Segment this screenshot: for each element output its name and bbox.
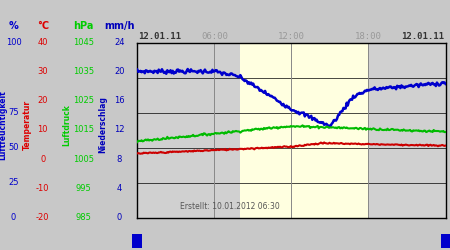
Text: Niederschlag: Niederschlag: [98, 96, 107, 154]
Text: °C: °C: [37, 21, 49, 31]
Text: 40: 40: [37, 38, 48, 47]
Text: 1035: 1035: [73, 67, 94, 76]
Text: 06:00: 06:00: [201, 32, 228, 41]
Bar: [240, 42, 369, 218]
Text: 1005: 1005: [73, 155, 94, 164]
Text: 18:00: 18:00: [355, 32, 382, 41]
Text: 0: 0: [11, 213, 16, 222]
Text: 4: 4: [117, 184, 122, 193]
Text: 12.01.11: 12.01.11: [138, 32, 181, 41]
Text: 20: 20: [37, 96, 48, 105]
Text: %: %: [9, 21, 18, 31]
Text: Erstellt: 10.01.2012 06:30: Erstellt: 10.01.2012 06:30: [180, 202, 279, 211]
Text: 20: 20: [114, 67, 125, 76]
Text: 995: 995: [76, 184, 91, 193]
Text: 0: 0: [117, 213, 122, 222]
Text: 0: 0: [40, 155, 45, 164]
Text: Luftfeuchtigkeit: Luftfeuchtigkeit: [0, 90, 7, 160]
Text: 24: 24: [114, 38, 125, 47]
Text: 8: 8: [117, 155, 122, 164]
Text: -10: -10: [36, 184, 50, 193]
Text: 30: 30: [37, 67, 48, 76]
Text: 12: 12: [114, 126, 125, 134]
Text: 12:00: 12:00: [278, 32, 305, 41]
Text: 985: 985: [75, 213, 91, 222]
Text: Luftdruck: Luftdruck: [62, 104, 71, 146]
Text: hPa: hPa: [73, 21, 94, 31]
Text: 25: 25: [8, 178, 19, 187]
Text: 75: 75: [8, 108, 19, 117]
Text: 1025: 1025: [73, 96, 94, 105]
Text: Temperatur: Temperatur: [22, 100, 32, 150]
Text: 100: 100: [5, 38, 22, 47]
Text: 50: 50: [8, 143, 19, 152]
Text: 10: 10: [37, 126, 48, 134]
Text: 16: 16: [114, 96, 125, 105]
Text: 1045: 1045: [73, 38, 94, 47]
Text: mm/h: mm/h: [104, 21, 135, 31]
Text: 12.01.11: 12.01.11: [401, 32, 445, 41]
Text: 1015: 1015: [73, 126, 94, 134]
Text: -20: -20: [36, 213, 50, 222]
